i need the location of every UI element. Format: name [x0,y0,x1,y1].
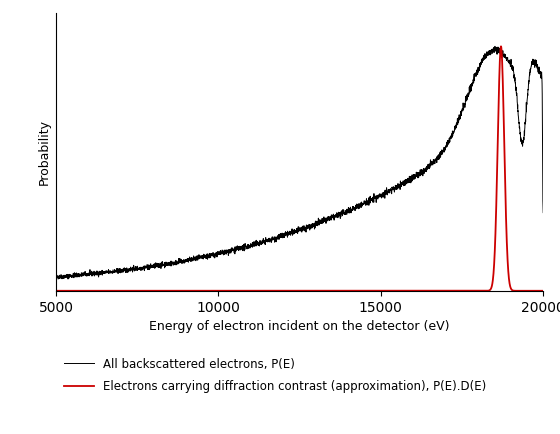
Electrons carrying diffraction contrast (approximation), P(E).D(E) [108,288,115,293]
Electrons carrying diffraction contrast (approximation), P(E).D(E) [137,288,144,293]
All backscattered electrons, P(E) [530,57,537,62]
Electrons carrying diffraction contrast (approximation), P(E).D(E) [240,288,246,293]
All backscattered electrons, P(E) [240,248,246,253]
All backscattered electrons, P(E) [137,265,144,270]
Legend: All backscattered electrons, P(E), Electrons carrying diffraction contrast (appr: All backscattered electrons, P(E), Elect… [64,358,486,393]
Electrons carrying diffraction contrast (approximation), P(E).D(E) [260,288,267,293]
Electrons carrying diffraction contrast (approximation), P(E).D(E) [530,288,537,293]
Electrons carrying diffraction contrast (approximation), P(E).D(E) [498,44,505,49]
All backscattered electrons, P(E) [261,239,268,244]
X-axis label: Energy of electron incident on the detector (eV): Energy of electron incident on the detec… [150,320,450,333]
Line: Electrons carrying diffraction contrast (approximation), P(E).D(E): Electrons carrying diffraction contrast … [56,46,543,291]
All backscattered electrons, P(E) [540,210,547,215]
Line: All backscattered electrons, P(E): All backscattered electrons, P(E) [56,46,543,279]
Y-axis label: Probability: Probability [38,119,50,185]
Electrons carrying diffraction contrast (approximation), P(E).D(E) [53,288,59,293]
Electrons carrying diffraction contrast (approximation), P(E).D(E) [478,288,484,293]
All backscattered electrons, P(E) [492,44,498,49]
All backscattered electrons, P(E) [478,59,484,65]
All backscattered electrons, P(E) [53,274,59,279]
Electrons carrying diffraction contrast (approximation), P(E).D(E) [540,288,547,293]
All backscattered electrons, P(E) [55,276,62,282]
All backscattered electrons, P(E) [109,270,115,275]
